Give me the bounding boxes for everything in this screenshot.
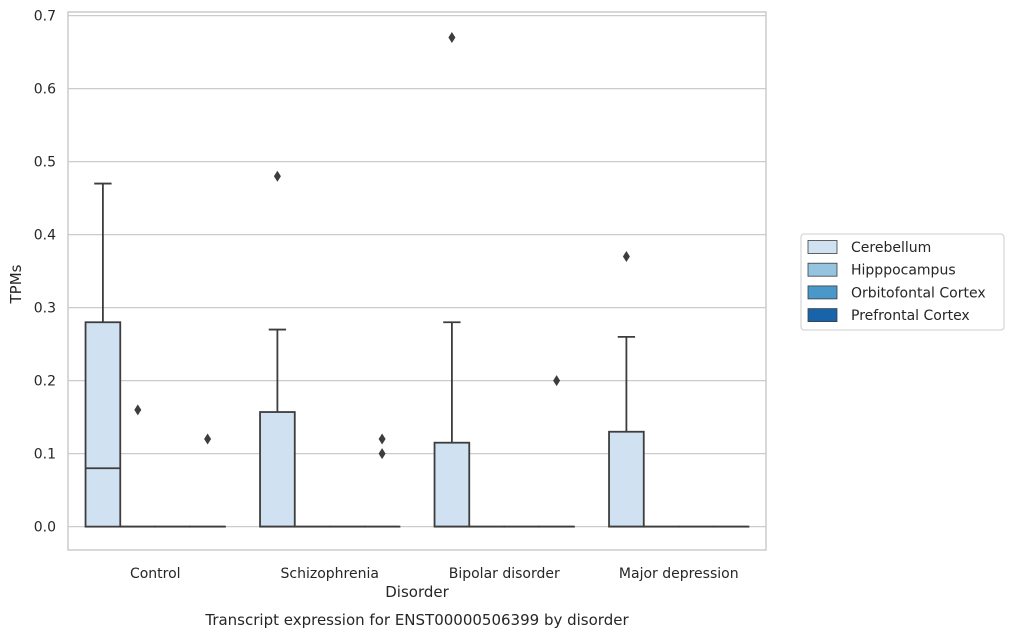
y-tick-label: 0.4 bbox=[34, 228, 56, 244]
outlier-point bbox=[448, 32, 456, 44]
box bbox=[84, 321, 122, 528]
gridlines bbox=[68, 15, 766, 528]
box bbox=[608, 430, 645, 528]
box bbox=[433, 441, 471, 528]
series-cerebellum bbox=[84, 32, 645, 528]
outlier-point bbox=[378, 448, 386, 460]
legend-swatch bbox=[807, 240, 838, 254]
y-axis-title: TPMs bbox=[7, 264, 25, 304]
plot-frame bbox=[67, 11, 767, 551]
legend-label: Cerebellum bbox=[851, 240, 931, 256]
series-prefrontal-cortex bbox=[189, 375, 750, 528]
y-tick-label: 0.3 bbox=[34, 301, 56, 317]
x-tick-label: Schizophrenia bbox=[281, 566, 379, 582]
box-series bbox=[84, 32, 750, 528]
x-tick-label: Bipolar disorder bbox=[449, 566, 560, 582]
legend-frame bbox=[800, 233, 1005, 331]
legend-label: Prefrontal Cortex bbox=[851, 308, 970, 324]
outlier-point bbox=[204, 433, 212, 445]
y-tick-label: 0.2 bbox=[34, 374, 56, 390]
y-tick-labels: 0.0 0.1 0.2 0.3 0.4 0.5 0.6 0.7 bbox=[34, 9, 56, 536]
outlier-point bbox=[553, 375, 561, 387]
y-tick-label: 0.5 bbox=[34, 155, 56, 171]
outlier-point bbox=[378, 433, 386, 445]
legend-swatch bbox=[807, 262, 838, 277]
y-tick-label: 0.6 bbox=[34, 82, 56, 98]
x-tick-label: Control bbox=[130, 566, 181, 582]
legend-label: Orbitofontal Cortex bbox=[851, 285, 986, 301]
outlier-point bbox=[273, 170, 281, 182]
legend-swatch bbox=[807, 308, 838, 323]
series-hipppocampus bbox=[119, 404, 680, 528]
chart-caption: Transcript expression for ENST0000050639… bbox=[204, 611, 629, 629]
y-tick-label: 0.7 bbox=[34, 9, 56, 25]
legend-label: Hipppocampus bbox=[851, 263, 956, 279]
box bbox=[259, 411, 296, 528]
y-tick-label: 0.1 bbox=[34, 447, 56, 463]
x-axis-title: Disorder bbox=[385, 583, 449, 601]
x-tick-labels: Control Schizophrenia Bipolar disorder Majo… bbox=[130, 566, 739, 582]
outlier-point bbox=[134, 404, 142, 416]
outlier-point bbox=[622, 251, 630, 263]
legend: Cerebellum Hipppocampus Orbitofontal Corte… bbox=[800, 233, 1005, 331]
x-tick-label: Major depression bbox=[619, 566, 739, 582]
y-tick-label: 0.0 bbox=[34, 520, 56, 536]
legend-swatch bbox=[807, 285, 838, 300]
